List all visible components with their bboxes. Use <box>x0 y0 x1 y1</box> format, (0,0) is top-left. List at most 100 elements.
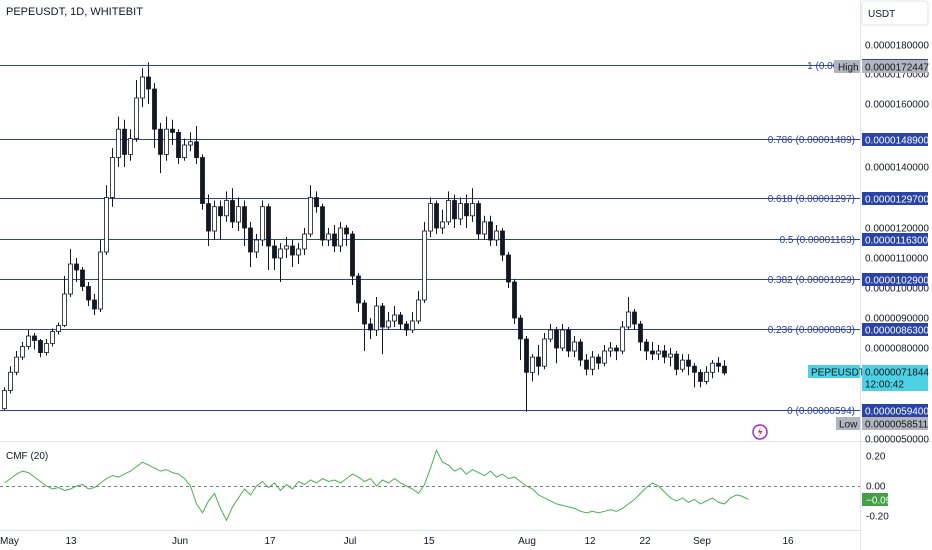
time-tick-label: 13 <box>65 536 77 547</box>
candle-body <box>344 227 349 235</box>
candle-body <box>650 350 655 355</box>
candle-body <box>326 233 331 241</box>
fib-level-tag <box>862 273 928 286</box>
low-label: Low <box>839 420 858 431</box>
candle-body <box>350 233 355 277</box>
time-tick-label: Jun <box>172 536 188 547</box>
fib-level-label: 0.5 (0.00001163) <box>780 235 855 246</box>
candle-body <box>128 138 133 155</box>
candle-body <box>236 206 241 223</box>
candle-body <box>260 206 265 241</box>
cmf-value-tag: −0.09 <box>862 493 892 507</box>
candle-body <box>284 245 289 250</box>
high-label: High <box>838 63 859 74</box>
candle-body <box>542 338 547 367</box>
candle-body <box>212 206 217 232</box>
currency-button[interactable]: USDT <box>861 0 929 26</box>
last-price-value: 0.0000071844 <box>865 368 929 379</box>
candle-body <box>290 245 295 256</box>
candle-body <box>248 227 253 253</box>
candle-body <box>98 251 103 310</box>
candle-body <box>146 76 151 90</box>
candle-body <box>218 206 223 217</box>
low-value: 0.0000058511 <box>865 420 929 431</box>
candle-body <box>278 248 283 259</box>
price-tick-label: 0.0000110000 <box>865 254 929 265</box>
candle-body <box>158 128 163 155</box>
candle-body <box>434 203 439 229</box>
price-tick-label: 0.0000100000 <box>865 284 929 295</box>
candle-body <box>704 371 709 382</box>
candle-body <box>524 338 529 373</box>
candle-body <box>116 128 121 158</box>
candle-body <box>518 317 523 340</box>
candle-body <box>50 331 55 344</box>
cmf-tick-label: 0.20 <box>866 452 886 463</box>
candle-body <box>86 286 91 301</box>
cmf-axis[interactable]: 0.20 0.00 -0.20 <box>866 452 889 523</box>
candle-body <box>536 356 541 367</box>
candle-body <box>122 128 127 155</box>
candle-body <box>590 356 595 370</box>
fib-level-label: 0.382 (0.00001029) <box>768 275 855 286</box>
candle-body <box>554 329 559 349</box>
candle-body <box>464 203 469 217</box>
price-tick-label: 0.0000180000 <box>865 41 929 52</box>
candle-body <box>716 362 721 367</box>
candle-body <box>458 203 463 220</box>
time-axis[interactable]: May 13 Jun 17 Jul 15 Aug 12 22 Sep 16 <box>0 536 794 547</box>
candle-body <box>320 206 325 241</box>
last-price-symbol: PEPEUSDT <box>811 368 865 379</box>
candle-body <box>482 221 487 235</box>
candle-body <box>56 325 61 332</box>
candle-body <box>680 359 685 370</box>
candle-body <box>674 353 679 370</box>
candle-body <box>74 263 79 271</box>
candle-body <box>422 230 427 301</box>
candle-body <box>710 362 715 373</box>
candle-body <box>152 88 157 130</box>
candle-body <box>428 203 433 232</box>
candle-body <box>8 371 13 391</box>
candle-body <box>230 200 235 223</box>
cmf-title: CMF (20) <box>6 451 48 462</box>
fib-level-label: 0.618 (0.00001297) <box>768 194 855 205</box>
fib-level-label: 0 (0.00000594) <box>787 406 855 417</box>
fib-level-tag <box>862 133 928 146</box>
candle-body <box>110 157 115 198</box>
candle-body <box>584 359 589 370</box>
candle-body <box>26 335 31 347</box>
candle-body <box>164 128 169 155</box>
fib-level-tag-value: 0.0000116300 <box>865 236 929 247</box>
candle-body <box>392 314 397 322</box>
candle-body <box>722 365 727 374</box>
candle-body <box>692 365 697 373</box>
time-tick-label: May <box>0 536 19 547</box>
candle-body <box>398 314 403 325</box>
time-tick-label: 22 <box>639 536 651 547</box>
fib-level-tag-value: 0.0000148900 <box>865 136 929 147</box>
fib-level-tag <box>862 404 928 417</box>
candle-body <box>140 76 145 99</box>
candle-body <box>308 197 313 235</box>
price-axis[interactable]: 0.0000180000 0.0000170000 0.0000160000 0.00… <box>865 41 929 446</box>
candle-body <box>38 340 43 354</box>
fib-level-tag-value: 0.0000102900 <box>865 276 929 287</box>
candle-body <box>20 346 25 358</box>
candle-body <box>134 97 139 139</box>
candle-body <box>32 335 37 341</box>
candle-body <box>62 293 67 326</box>
candle-body <box>296 248 301 256</box>
candle-body <box>632 311 637 325</box>
flash-icon[interactable] <box>752 424 768 440</box>
candle-body <box>572 341 577 352</box>
candles <box>2 62 727 412</box>
candle-body <box>254 239 259 253</box>
candle-body <box>362 302 367 325</box>
fib-level-tag-value: 0.0000129700 <box>865 195 929 206</box>
candle-body <box>302 233 307 250</box>
candle-body <box>578 341 583 361</box>
cmf-tick-label: 0.00 <box>866 482 886 493</box>
candle-body <box>476 203 481 235</box>
